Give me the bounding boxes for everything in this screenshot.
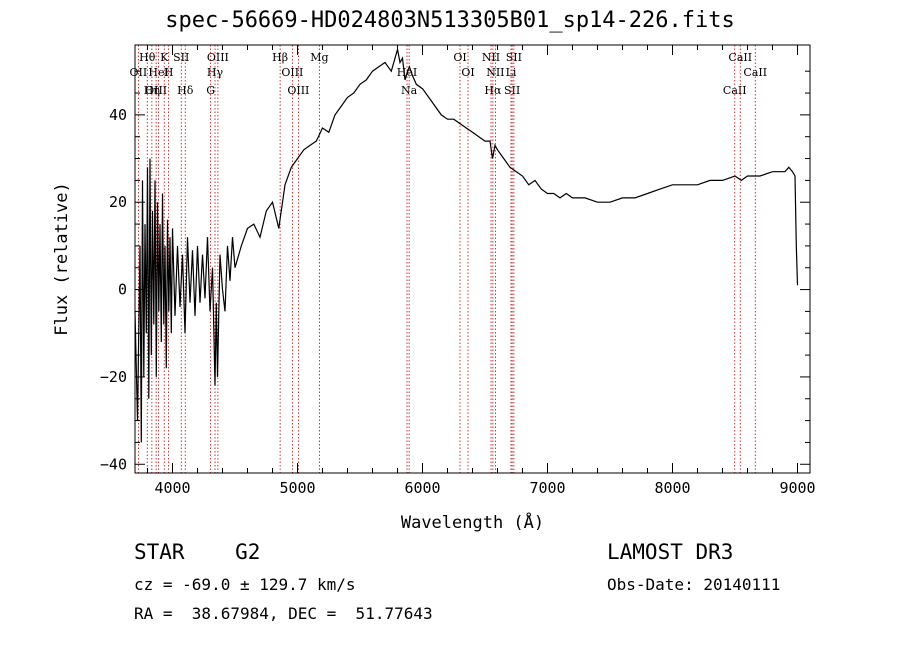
ra-dec-line: RA = 38.67984, DEC = 51.77643 (134, 604, 433, 623)
x-tick-label: 8000 (654, 479, 690, 497)
line-marker-label: Hθ (139, 51, 156, 64)
spectral-class: STAR G2 (134, 540, 261, 564)
x-tick-label: 7000 (529, 479, 565, 497)
line-marker-label: Hη (144, 84, 160, 97)
y-tick-label: 20 (109, 193, 127, 211)
y-axis-label: Flux (relative) (52, 182, 72, 336)
plot-frame (134, 44, 811, 474)
line-marker-label: OIII (281, 66, 303, 79)
line-marker-label: OI (461, 66, 474, 79)
x-tick-label: 6000 (404, 479, 440, 497)
line-marker-label: SII (506, 51, 522, 64)
observation-date: Obs-Date: 20140111 (607, 575, 781, 594)
line-marker-label: G (206, 84, 215, 97)
line-marker-label: HeI (148, 66, 168, 79)
line-marker-label: Hα (484, 84, 502, 97)
line-marker-label: Hδ (177, 84, 194, 97)
line-marker-label: Na (401, 84, 418, 97)
y-tick-label: 40 (109, 106, 127, 124)
line-marker-label: NII (482, 51, 500, 64)
line-marker-label: Li (506, 66, 517, 79)
line-marker-label: OI (453, 51, 466, 64)
x-axis-label: Wavelength (Å) (401, 511, 544, 533)
y-tick-label: −20 (100, 368, 127, 386)
y-tick-label: 0 (118, 281, 127, 299)
line-marker-label: SII (173, 51, 189, 64)
line-marker-label: OIII (145, 84, 167, 97)
spectrum-chart: Hθ OII OIII K HeI Hη SII HHδ OIII Hγ G Hβ OIII OIII Mg… (52, 44, 816, 533)
line-marker-label: OIII (287, 84, 309, 97)
line-marker-label: OII (130, 66, 148, 79)
line-marker-label: H (164, 66, 174, 79)
x-tick-label: 4000 (154, 479, 190, 497)
line-marker-label: CaII (728, 51, 752, 64)
line-marker-label: SII (504, 84, 520, 97)
chart-title: spec-56669-HD024803N513305B01_sp14-226.f… (165, 8, 735, 33)
line-marker-label: K (160, 51, 169, 64)
x-tick-label: 9000 (779, 479, 815, 497)
line-marker-label: Hβ (272, 51, 288, 64)
line-marker-label: CaII (743, 66, 767, 79)
spectrum-line (134, 49, 799, 443)
survey-name: LAMOST DR3 (607, 540, 734, 564)
redshift-line: cz = -69.0 ± 129.7 km/s (134, 575, 356, 594)
line-marker-label: NII (486, 66, 504, 79)
x-tick-label: 5000 (279, 479, 315, 497)
line-marker-label: OIII (207, 51, 229, 64)
line-marker-label: Mg (310, 51, 328, 64)
y-tick-label: −40 (100, 455, 127, 473)
line-marker-label: CaII (723, 84, 747, 97)
line-marker-label: Hγ (207, 66, 224, 79)
